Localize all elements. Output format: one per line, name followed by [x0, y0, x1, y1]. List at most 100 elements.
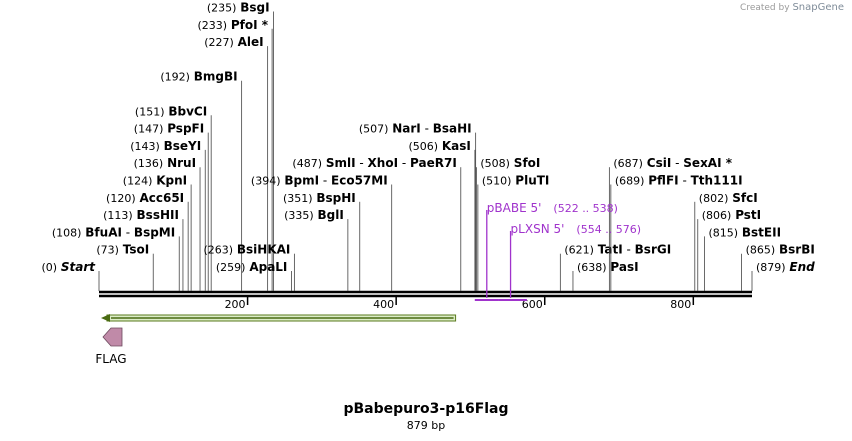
- site-label-tsoi: (73) TsoI: [96, 243, 154, 291]
- site-position: (233): [197, 19, 227, 32]
- enzyme-name: BspMI: [134, 225, 175, 239]
- site-label-pluti: (510) PluTI: [477, 174, 550, 291]
- enzyme-name: BseYI: [164, 139, 202, 153]
- site-position: (124): [123, 175, 153, 188]
- tick-label: 400: [373, 298, 394, 311]
- site-position: (802): [699, 192, 729, 205]
- snapgene-brand: SnapGene: [792, 2, 844, 13]
- credit-prefix: Created by: [740, 3, 790, 13]
- separator: -: [319, 174, 331, 188]
- site-label-bgli: (335) BglI: [284, 208, 349, 291]
- site-label-pflfi: (689) PflFI - Tth111I: [610, 174, 743, 291]
- separator: -: [623, 243, 635, 257]
- site-label-bsphi: (351) BspHI: [283, 191, 361, 291]
- site-label-nari: (507) NarI - BsaHI: [359, 122, 477, 291]
- enzyme-name: End: [789, 260, 815, 274]
- site-label-text: (151) BbvCI: [135, 104, 207, 118]
- snapgene-credit: Created by SnapGene: [740, 2, 844, 13]
- separator: -: [398, 156, 410, 170]
- site-label-text: (487) SmlI - XhoI - PaeR7I: [292, 156, 456, 170]
- site-label-tati: (621) TatI - BsrGI: [559, 243, 671, 291]
- enzyme-name: BsrGI: [635, 243, 672, 257]
- site-position: (394): [251, 175, 281, 188]
- site-label-text: (879) End: [756, 260, 815, 274]
- site-label-text: (802) SfcI: [699, 191, 758, 205]
- enzyme-name: BsaHI: [433, 122, 472, 136]
- enzyme-name: BpmI: [284, 174, 319, 188]
- site-label-bsrbi: (865) BsrBI: [741, 243, 815, 291]
- enzyme-name: BspHI: [316, 191, 355, 205]
- enzyme-name: BsiHKAI: [237, 243, 291, 257]
- enzyme-name: PaeR7I: [410, 156, 457, 170]
- site-label-csii: (687) CsiI - SexAI *: [608, 156, 733, 291]
- site-label-bsteii: (815) BstEII: [704, 225, 781, 291]
- site-position: (335): [284, 209, 314, 222]
- enzyme-name: TatI: [598, 243, 623, 257]
- site-position: (638): [577, 261, 607, 274]
- site-position: (113): [103, 209, 133, 222]
- site-label-bfuai: (108) BfuAI - BspMI: [52, 225, 180, 291]
- site-position: (108): [52, 226, 82, 239]
- site-label-pspfi: (147) PspFI: [134, 122, 209, 291]
- site-label-text: (510) PluTI: [482, 174, 550, 188]
- enzyme-name: BsgI: [240, 1, 269, 15]
- site-position: (151): [135, 105, 165, 118]
- site-label-text: (806) PstI: [702, 208, 761, 222]
- site-label-text: (147) PspFI: [134, 122, 204, 136]
- site-label-text: (73) TsoI: [96, 243, 149, 257]
- tick-label: 200: [225, 298, 246, 311]
- feature-arrowhead: [101, 314, 110, 322]
- site-position: (136): [134, 157, 164, 170]
- enzyme-name: BsrBI: [779, 243, 815, 257]
- enzyme-name: SfcI: [732, 191, 757, 205]
- enzyme-name: PfoI *: [231, 18, 269, 32]
- site-label-alei: (227) AleI: [204, 35, 269, 291]
- site-position: (120): [106, 192, 136, 205]
- site-label-text: (263) BsiHKAI: [203, 243, 290, 257]
- site-position: (687): [613, 157, 643, 170]
- tick-label: 600: [522, 298, 543, 311]
- site-position: (263): [203, 244, 233, 257]
- enzyme-name: SmlI: [326, 156, 356, 170]
- enzyme-name: XhoI: [368, 156, 399, 170]
- primer-name: pLXSN 5': [511, 222, 565, 236]
- site-label-text: (394) BpmI - Eco57MI: [251, 174, 388, 188]
- site-position: (806): [702, 209, 732, 222]
- site-label-end: (879) End: [751, 260, 815, 291]
- plasmid-title: pBabepuro3-p16Flag: [343, 401, 509, 417]
- primer-label: pBABE 5' (522 .. 538): [487, 201, 618, 215]
- site-label-bsihkai: (263) BsiHKAI: [203, 243, 295, 291]
- site-position: (235): [207, 2, 237, 15]
- site-label-psti: (806) PstI: [697, 208, 761, 291]
- site-label-text: (233) PfoI *: [197, 18, 268, 32]
- primer-plxsn: pLXSN 5' (554 .. 576): [498, 222, 641, 301]
- site-label-text: (108) BfuAI - BspMI: [52, 225, 175, 239]
- site-label-pasi: (638) PasI: [572, 260, 639, 291]
- enzyme-name: NruI: [167, 156, 196, 170]
- site-position: (689): [615, 175, 645, 188]
- site-position: (506): [408, 140, 438, 153]
- primer-pbabe: pBABE 5' (522 .. 538): [474, 201, 618, 301]
- site-label-text: (259) ApaLI: [216, 260, 288, 274]
- site-label-bseyi: (143) BseYI: [130, 139, 206, 291]
- site-label-text: (143) BseYI: [130, 139, 201, 153]
- enzyme-name: BmgBI: [194, 70, 238, 84]
- enzyme-name: SfoI: [514, 156, 541, 170]
- enzyme-name: PspFI: [167, 122, 204, 136]
- site-label-nrui: (136) NruI: [134, 156, 201, 291]
- enzyme-name: AleI: [238, 35, 264, 49]
- site-position: (192): [160, 71, 190, 84]
- primer-range: (522 .. 538): [553, 202, 618, 215]
- site-label-text: (0) Start: [41, 260, 96, 274]
- site-position: (865): [746, 244, 776, 257]
- enzyme-name: PstI: [735, 208, 761, 222]
- enzyme-name: KpnI: [156, 174, 187, 188]
- site-label-text: (351) BspHI: [283, 191, 356, 205]
- site-label-text: (621) TatI - BsrGI: [564, 243, 671, 257]
- enzyme-name: PflFI: [648, 174, 678, 188]
- separator: -: [671, 156, 683, 170]
- site-label-text: (235) BsgI: [207, 1, 270, 15]
- site-label-bbvci: (151) BbvCI: [135, 104, 212, 291]
- site-label-start: (0) Start: [41, 260, 100, 291]
